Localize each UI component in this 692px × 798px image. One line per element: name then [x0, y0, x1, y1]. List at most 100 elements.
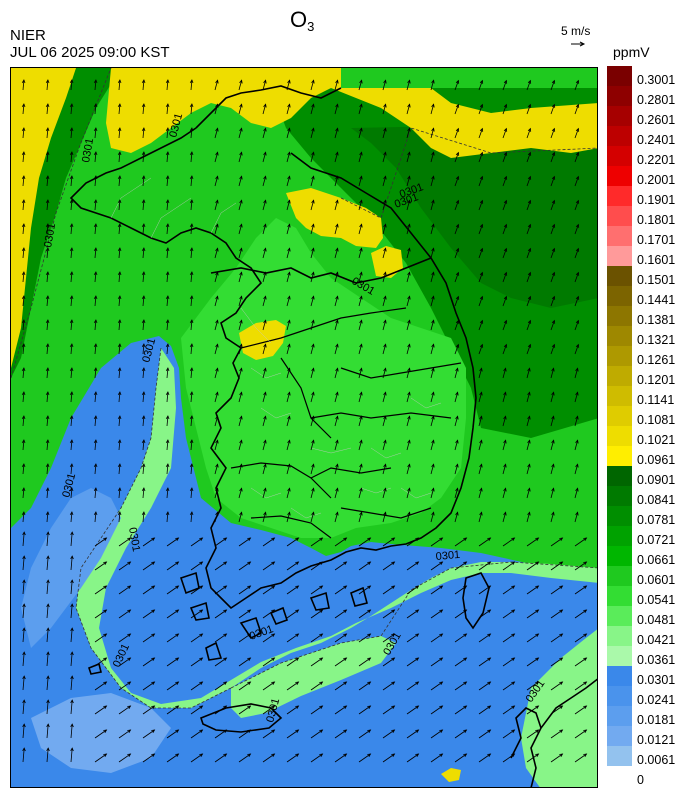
wind-arrow-icon — [238, 343, 243, 355]
wind-arrow-icon — [574, 127, 580, 139]
wind-arrow-icon — [334, 511, 339, 523]
colorbar-swatch — [607, 406, 632, 426]
wind-arrow-icon — [334, 463, 339, 475]
wind-arrow-icon — [45, 247, 50, 259]
wind-arrow-icon — [310, 561, 324, 571]
wind-arrow-icon — [142, 633, 156, 643]
wind-arrow-icon — [238, 657, 252, 667]
wind-arrow-icon — [358, 319, 363, 331]
wind-arrow-icon — [382, 463, 387, 475]
wind-arrow-icon — [262, 343, 267, 355]
colorbar-tick-label: 0.0121 — [637, 733, 676, 747]
wind-arrow-icon — [93, 151, 98, 163]
wind-arrow-icon — [286, 103, 291, 115]
wind-arrow-icon — [550, 127, 556, 139]
wind-arrow-icon — [286, 175, 291, 187]
wind-arrow-icon — [286, 79, 291, 91]
colorbar-tick-label: 0.0301 — [637, 673, 676, 687]
wind-arrow-icon — [478, 415, 483, 427]
wind-arrow-icon — [190, 705, 204, 715]
wind-arrow-icon — [45, 439, 50, 451]
wind-arrow-icon — [430, 681, 444, 691]
wind-arrow-icon — [334, 271, 339, 283]
wind-arrow-icon — [214, 609, 228, 619]
wind-arrow-icon — [334, 681, 348, 691]
wind-arrow-icon — [310, 103, 315, 115]
wind-arrow-icon — [310, 295, 315, 307]
wind-arrow-icon — [310, 511, 315, 523]
wind-arrow-icon — [117, 295, 122, 307]
wind-arrow-icon — [574, 681, 588, 691]
wind-arrow-icon — [430, 247, 435, 259]
wind-arrow-icon — [238, 753, 252, 763]
wind-arrow-icon — [430, 319, 435, 331]
wind-arrow-icon — [502, 633, 516, 643]
wind-arrow-icon — [238, 511, 243, 523]
wind-arrow-icon — [430, 151, 435, 163]
wind-arrow-icon — [189, 439, 194, 451]
wind-arrow-icon — [214, 585, 228, 595]
wind-arrow-icon — [454, 511, 459, 523]
wind-arrow-icon — [382, 633, 396, 643]
colorbar-tick-label: 0.0181 — [637, 713, 676, 727]
wind-arrow-icon — [430, 585, 444, 595]
wind-arrow-icon — [382, 753, 396, 763]
wind-arrow-icon — [166, 585, 180, 595]
wind-arrow-icon — [310, 705, 324, 715]
wind-arrow-icon — [21, 343, 26, 355]
wind-arrow-icon — [454, 367, 459, 379]
wind-arrow-icon — [478, 79, 484, 91]
wind-arrow-icon — [262, 537, 276, 547]
wind-arrow-icon — [550, 199, 556, 211]
wind-arrow-icon — [238, 633, 252, 643]
wind-arrow-icon — [454, 175, 460, 187]
wind-arrow-icon — [526, 681, 540, 691]
wind-arrow-icon — [69, 199, 74, 211]
wind-arrow-icon — [550, 343, 556, 355]
wind-arrow-icon — [165, 247, 170, 259]
wind-arrow-icon — [574, 487, 579, 499]
wind-arrow-icon — [262, 103, 267, 115]
wind-arrow-icon — [142, 681, 156, 691]
wind-arrow-icon — [165, 487, 170, 499]
wind-arrow-icon — [550, 367, 555, 379]
wind-arrow-icon — [69, 487, 74, 499]
wind-arrow-icon — [118, 681, 132, 691]
wind-arrow-icon — [406, 537, 420, 547]
wind-arrow-icon — [117, 511, 122, 523]
wind-arrow-icon — [358, 729, 372, 739]
wind-arrow-icon — [93, 175, 98, 187]
wind-arrow-icon — [334, 561, 348, 571]
colorbar-swatch — [607, 366, 632, 386]
wind-arrow-icon — [454, 439, 459, 451]
colorbar-tick-label: 0.1081 — [637, 413, 676, 427]
wind-arrow-icon — [334, 585, 348, 595]
wind-arrow-icon — [358, 343, 363, 355]
wind-arrow-icon — [310, 633, 324, 643]
wind-arrow-icon — [478, 319, 484, 331]
wind-arrow-icon — [165, 79, 170, 91]
wind-arrow-icon — [69, 295, 74, 307]
wind-arrow-icon — [262, 487, 267, 499]
wind-arrow-icon — [478, 295, 484, 307]
wind-arrow-icon — [550, 223, 556, 235]
wind-arrow-icon — [358, 127, 363, 139]
wind-arrow-icon — [141, 343, 146, 355]
wind-arrow-icon — [93, 127, 98, 139]
wind-arrow-icon — [526, 537, 540, 547]
wind-arrow-icon — [214, 537, 228, 547]
wind-arrow-icon — [406, 753, 420, 763]
district-boundaries — [110, 177, 442, 519]
colorbar-swatch — [607, 126, 632, 146]
colorbar-swatch — [607, 326, 632, 346]
wind-arrow-icon — [94, 681, 108, 691]
wind-arrow-icon — [382, 199, 387, 211]
wind-arrow-icon — [21, 127, 26, 139]
wind-arrow-icon — [406, 415, 411, 427]
wind-arrow-icon — [165, 151, 170, 163]
wind-arrow-icon — [502, 729, 516, 739]
wind-arrow-icon — [69, 511, 74, 523]
wind-arrow-icon — [526, 103, 532, 115]
colorbar-tick-label: 0.0661 — [637, 553, 676, 567]
jeju-coastline — [200, 703, 283, 733]
